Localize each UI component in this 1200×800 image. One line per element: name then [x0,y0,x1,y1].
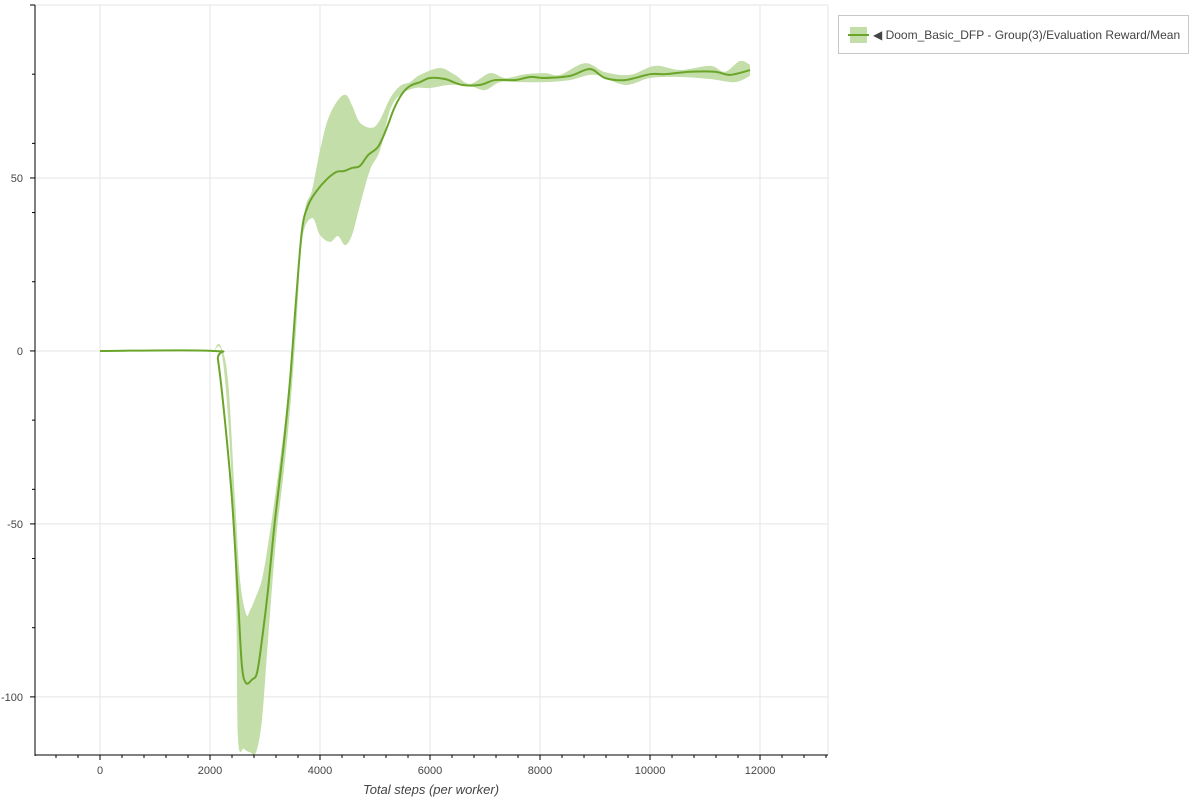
legend[interactable]: ◀ Doom_Basic_DFP - Group(3)/Evaluation R… [838,15,1189,54]
y-tick-label: -100 [1,692,23,704]
confidence-band [214,60,751,755]
x-tick-label: 2000 [198,765,222,777]
x-tick-label: 10000 [635,765,666,777]
legend-swatch-icon [848,26,869,43]
y-tick-label: -50 [7,519,23,531]
x-tick-label: 0 [97,765,103,777]
mean-line [100,67,751,685]
y-tick-label: 50 [11,173,23,185]
y-tick-label: 0 [17,346,23,358]
x-tick-label: 6000 [418,765,442,777]
legend-label[interactable]: ◀ Doom_Basic_DFP - Group(3)/Evaluation R… [873,27,1181,42]
x-tick-label: 12000 [745,765,776,777]
x-tick-label: 4000 [308,765,332,777]
x-tick-label: 8000 [528,765,552,777]
x-axis-title: Total steps (per worker) [363,782,499,797]
plot-area [100,60,751,755]
grid [35,4,829,755]
axes: 0 2000 4000 6000 8000 10000 12000 -100 -50 0 50 [1,4,828,777]
